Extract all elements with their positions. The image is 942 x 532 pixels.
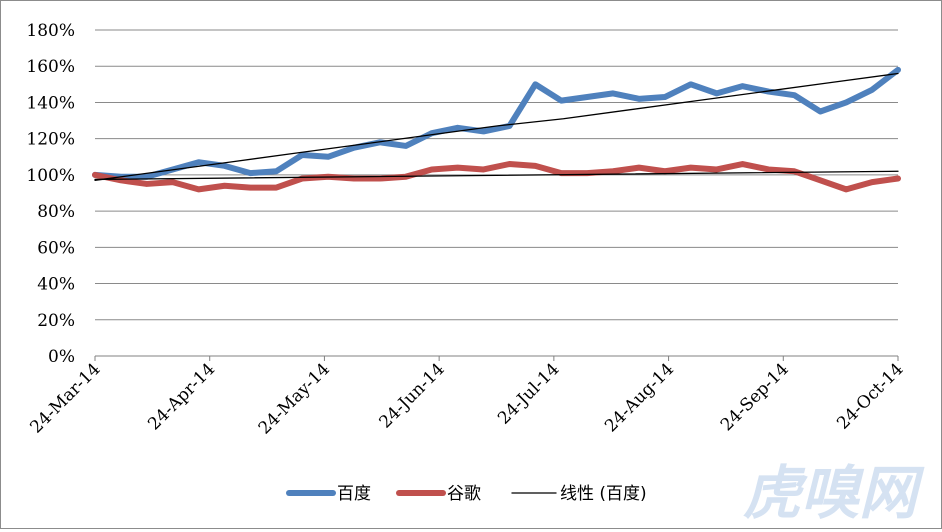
legend-label: 谷歌 (447, 484, 481, 504)
x-tick-label: 24-Mar-14 (26, 359, 104, 437)
y-tick-label: 100% (26, 166, 75, 186)
y-tick-label: 120% (26, 130, 75, 150)
watermark-logo: 虎嗅网 (743, 459, 925, 527)
gridlines (94, 29, 899, 361)
x-axis-ticks: 24-Mar-14 24-Apr-14 24-May-14 24-Jun-14 24-J… (26, 359, 907, 438)
y-tick-label: 0% (48, 347, 75, 367)
series-line (92, 161, 901, 193)
trendline (94, 170, 899, 181)
legend: 百度 谷歌 线性 (百度) (286, 484, 647, 504)
series-lines (92, 66, 901, 193)
x-tick-label: 24-Jun-14 (376, 359, 449, 432)
x-tick-label: 24-Sep-14 (717, 359, 793, 435)
x-tick-label: 24-Aug-14 (601, 359, 678, 436)
legend-label: 百度 (337, 484, 371, 504)
x-tick-label: 24-Oct-14 (833, 359, 907, 433)
y-tick-label: 20% (37, 311, 75, 331)
y-tick-label: 180% (26, 21, 75, 41)
y-tick-label: 80% (37, 202, 75, 222)
y-tick-label: 40% (37, 275, 75, 295)
x-tick-label: 24-Apr-14 (144, 359, 219, 434)
series-line (92, 66, 901, 180)
y-axis-ticks: 0% 20% 40% 60% 80% 100% 120% 140% 160% 180% (26, 21, 75, 367)
y-tick-label: 60% (37, 238, 75, 258)
y-tick-label: 140% (26, 93, 75, 113)
x-tick-label: 24-Jul-14 (494, 359, 563, 428)
y-tick-label: 160% (26, 57, 75, 77)
legend-label: 线性 (百度) (560, 484, 647, 504)
trendline (94, 72, 899, 181)
x-tick-label: 24-May-14 (255, 359, 334, 438)
